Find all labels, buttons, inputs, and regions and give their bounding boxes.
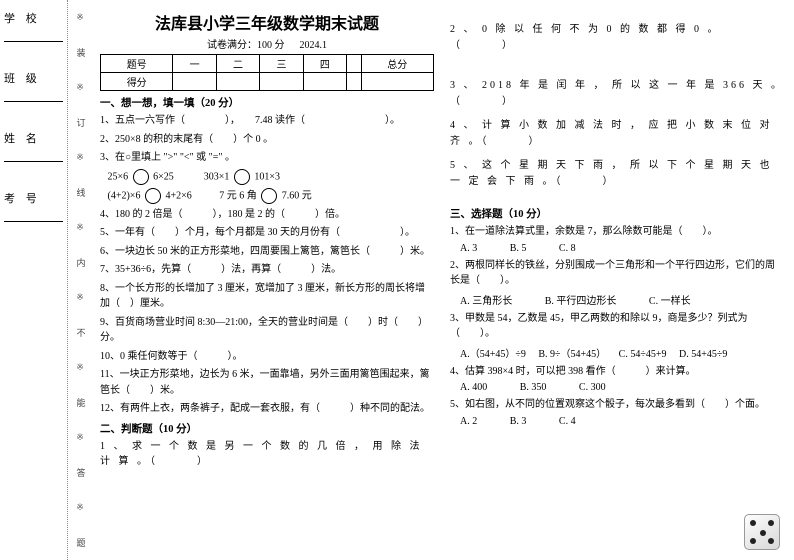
compare-circle[interactable] (234, 169, 250, 185)
choice-5: 5、如右图，从不同的位置观察这个骰子，每次最多看到（ ）个面。 (450, 397, 784, 413)
left-column: 法库县小学三年级数学期末试题 试卷满分：100 分 2024.1 题号 一 二 … (94, 0, 444, 560)
compare-circle[interactable] (261, 188, 277, 204)
class-line[interactable] (4, 88, 63, 102)
school-label: 学 校 (4, 10, 63, 26)
q2: 2、250×8 的积的末尾有（ ）个 0 。 (100, 132, 434, 148)
choice-1-opts: A. 3 B. 5 C. 8 (460, 243, 784, 254)
class-field: 班 级 (4, 70, 63, 102)
name-line[interactable] (4, 148, 63, 162)
q3-row1: 25×6 6×25 303×1 101×3 (100, 169, 434, 185)
dice-icon (744, 514, 780, 550)
choice-5-opts: A. 2 B. 3 C. 4 (460, 416, 784, 427)
section-2-heading: 二、判断题（10 分） (100, 421, 434, 436)
right-column: 2 、 0 除 以 任 何 不 为 0 的 数 都 得 0 。 （ ） 3 、 … (444, 0, 794, 560)
section-1-heading: 一、想一想，填一填（20 分） (100, 95, 434, 110)
binding-margin: ※ 装 ※ 订 ※ 线 ※ 内 ※ 不 ※ 能 ※ 答 ※ 题 (68, 0, 94, 560)
q1: 1、五点一六写作（ ）， 7.48 读作（ ）。 (100, 113, 434, 129)
examno-field: 考 号 (4, 190, 63, 222)
q4: 4、180 的 2 倍是（ ），180 是 2 的（ ）倍。 (100, 207, 434, 223)
q3-row2: (4+2)×6 4+2×6 7 元 6 角 7.60 元 (100, 188, 434, 204)
choice-1: 1、在一道除法算式里，余数是 7，那么除数可能是（ ）。 (450, 224, 784, 240)
choice-3: 3、甲数是 54，乙数是 45，甲乙两数的和除以 9，商是多少？列式为（ ）。 (450, 311, 784, 342)
fullscore-label: 试卷满分：100 分 (207, 40, 285, 51)
name-label: 姓 名 (4, 130, 63, 146)
q6: 6、一块边长 50 米的正方形菜地，四周要围上篱笆，篱笆长（ ）米。 (100, 244, 434, 260)
examno-label: 考 号 (4, 190, 63, 206)
q8: 8、一个长方形的长增加了 3 厘米，宽增加了 3 厘米，新长方形的周长将增加（ … (100, 281, 434, 312)
score-table: 题号 一 二 三 四 总分 得分 (100, 54, 434, 91)
choice-4: 4、估算 398×4 时，可以把 398 看作（ ）来计算。 (450, 364, 784, 380)
score-value-row: 得分 (101, 73, 434, 91)
judge-2: 2 、 0 除 以 任 何 不 为 0 的 数 都 得 0 。 （ ） (450, 22, 784, 53)
q10: 10、0 乘任何数等于（ ）。 (100, 349, 434, 365)
exam-page: 法库县小学三年级数学期末试题 试卷满分：100 分 2024.1 题号 一 二 … (94, 0, 794, 560)
exam-title: 法库县小学三年级数学期末试题 (100, 10, 434, 34)
date-label: 2024.1 (300, 40, 328, 51)
q12: 12、有两件上衣，两条裤子，配成一套衣服，有（ ）种不同的配法。 (100, 401, 434, 417)
score-header-row: 题号 一 二 三 四 总分 (101, 55, 434, 73)
judge-3: 3 、 2018 年 是 闰 年 ， 所 以 这 一 年 是 366 天 。（ … (450, 78, 784, 109)
q11: 11、一块正方形菜地，边长为 6 米，一面靠墙，另外三面用篱笆围起来，篱笆长（ … (100, 367, 434, 398)
judge-5: 5 、 这 个 星 期 天 下 雨 ， 所 以 下 个 星 期 天 也 一 定 … (450, 158, 784, 189)
section-3-heading: 三、选择题（10 分） (450, 206, 784, 221)
school-line[interactable] (4, 28, 63, 42)
judge-1: 1 、 求 一 个 数 是 另 一 个 数 的 几 倍 ， 用 除 法 计 算 … (100, 439, 434, 470)
choice-2-opts: A. 三角形长 B. 平行四边形长 C. 一样长 (460, 292, 784, 307)
q7: 7、35+36÷6，先算（ ）法，再算（ ）法。 (100, 262, 434, 278)
compare-circle[interactable] (133, 169, 149, 185)
student-info-sidebar: 学 校 班 级 姓 名 考 号 (0, 0, 68, 560)
school-field: 学 校 (4, 10, 63, 42)
choice-2: 2、两根同样长的铁丝，分别围成一个三角形和一个平行四边形，它们的周长是（ ）。 (450, 258, 784, 289)
q3-intro: 3、在○里填上 ">" "<" 或 "=" 。 (100, 150, 434, 166)
q9: 9、百货商场营业时间 8:30—21:00，全天的营业时间是（ ）时（ ）分。 (100, 315, 434, 346)
judge-4: 4 、 计 算 小 数 加 减 法 时 ， 应 把 小 数 末 位 对 齐 。（… (450, 118, 784, 149)
compare-circle[interactable] (145, 188, 161, 204)
choice-4-opts: A. 400 B. 350 C. 300 (460, 382, 784, 393)
class-label: 班 级 (4, 70, 63, 86)
choice-3-opts: A.（54+45）÷9 B. 9÷（54+45） C. 54÷45+9 D. 5… (460, 345, 784, 360)
examno-line[interactable] (4, 208, 63, 222)
exam-subtitle: 试卷满分：100 分 2024.1 (100, 36, 434, 51)
q5: 5、一年有（ ）个月，每个月都是 30 天的月份有（ ）。 (100, 225, 434, 241)
name-field: 姓 名 (4, 130, 63, 162)
